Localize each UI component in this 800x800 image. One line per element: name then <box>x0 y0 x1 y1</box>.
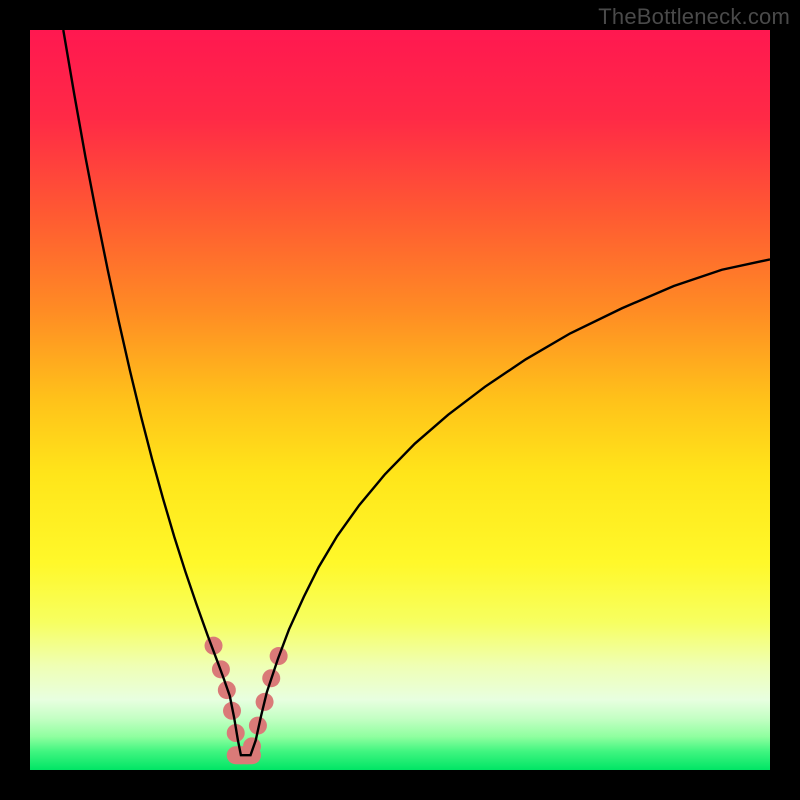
bottleneck-chart <box>0 0 800 800</box>
chart-container: TheBottleneck.com <box>0 0 800 800</box>
watermark-text: TheBottleneck.com <box>598 4 790 30</box>
plot-background-gradient <box>30 30 770 770</box>
